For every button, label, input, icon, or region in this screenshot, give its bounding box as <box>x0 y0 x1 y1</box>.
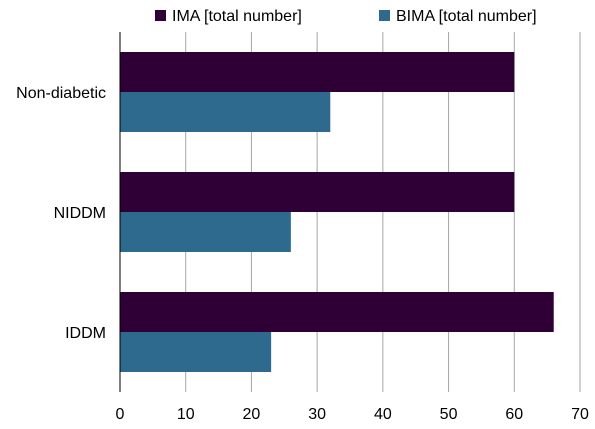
category-label: IDDM <box>65 325 106 342</box>
bar-bima-iddm <box>120 332 272 372</box>
legend-label-ima: IMA [total number] <box>172 8 302 25</box>
bar-bima-niddm <box>120 212 291 252</box>
x-tick-label: 40 <box>374 406 392 423</box>
bars <box>120 52 554 372</box>
x-tick-label: 30 <box>308 406 326 423</box>
legend-swatch-bima <box>379 10 390 21</box>
bar-ima-niddm <box>120 172 515 212</box>
x-tick-label: 70 <box>571 406 589 423</box>
legend-label-bima: BIMA [total number] <box>396 8 537 25</box>
x-tick-label: 0 <box>116 406 125 423</box>
x-tick-label: 20 <box>243 406 261 423</box>
category-label: NIDDM <box>54 205 106 222</box>
x-tick-label: 50 <box>440 406 458 423</box>
x-axis-tick-labels: 0 10 20 30 40 50 60 70 <box>116 406 589 423</box>
bar-ima-non-diabetic <box>120 52 515 92</box>
category-label: Non-diabetic <box>16 85 106 102</box>
legend-swatch-ima <box>155 10 166 21</box>
bar-ima-iddm <box>120 292 554 332</box>
x-tick-label: 10 <box>177 406 195 423</box>
category-labels: Non-diabetic NIDDM IDDM <box>16 85 106 342</box>
x-tick-label: 60 <box>505 406 523 423</box>
bar-bima-non-diabetic <box>120 92 331 132</box>
legend: IMA [total number] BIMA [total number] <box>155 8 537 25</box>
